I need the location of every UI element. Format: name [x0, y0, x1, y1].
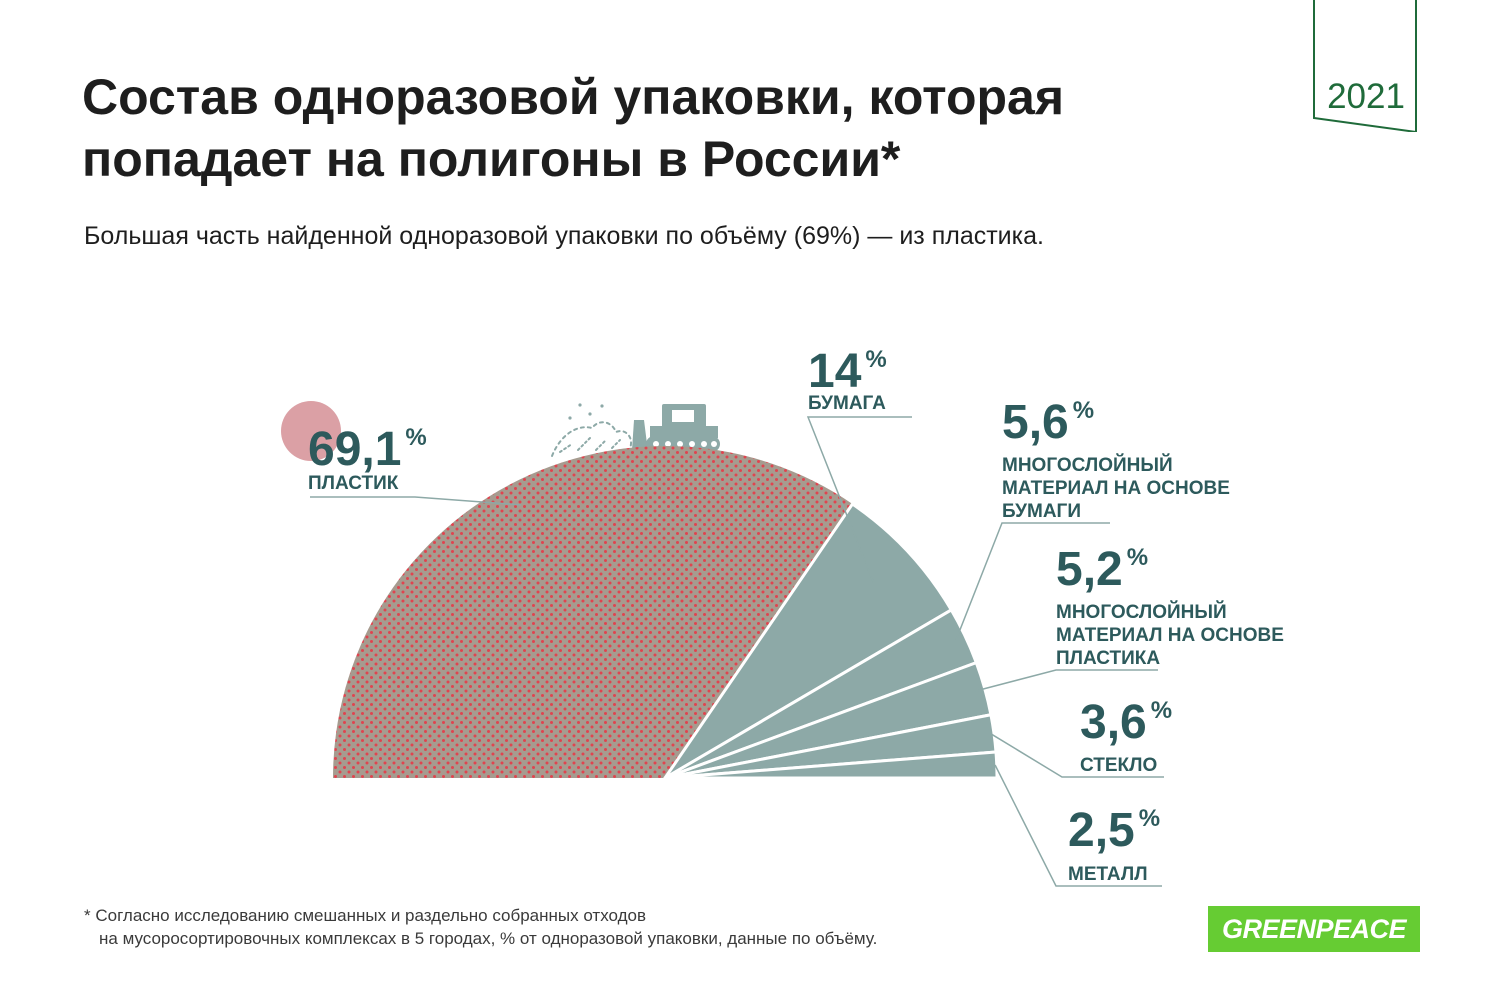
category-label-multi-paper: МАТЕРИАЛ НА ОСНОВЕ [1002, 478, 1230, 499]
leader-line-multi-plastic [974, 669, 1158, 692]
title-line-1: Состав одноразовой упаковки, которая [82, 69, 1065, 125]
value-label-glass: 3,6% [1080, 696, 1172, 749]
category-label-metal: МЕТАЛЛ [1068, 864, 1148, 885]
category-label-paper: БУМАГА [808, 393, 886, 414]
leader-line-metal [994, 764, 1162, 887]
value-label-paper: 14% [808, 345, 887, 398]
category-label-multi-plastic: МАТЕРИАЛ НА ОСНОВЕ [1056, 625, 1284, 646]
value-label-multi-paper: 5,6% [1002, 396, 1094, 449]
pie-slice-plastic [333, 446, 853, 778]
circle-marker-icon [281, 401, 341, 461]
greenpeace-logo [1208, 906, 1420, 952]
value-label-metal: 2,5% [1068, 804, 1160, 857]
subtitle: Большая часть найденной одноразовой упак… [84, 222, 1044, 250]
category-label-glass: СТЕКЛО [1080, 755, 1157, 776]
percent-sign-plastic: % [405, 424, 426, 451]
percent-sign-multi-plastic: % [1127, 544, 1148, 571]
greenpeace-logo-text: GREENPEACE [1221, 914, 1407, 944]
category-label-multi-paper: МНОГОСЛОЙНЫЙ [1002, 454, 1173, 476]
value-label-multi-plastic: 5,2% [1056, 543, 1148, 596]
category-label-multi-plastic: МНОГОСЛОЙНЫЙ [1056, 601, 1227, 623]
footnote: * Согласно исследованию смешанных и разд… [84, 904, 1144, 950]
pie-slice-paper [663, 502, 953, 780]
pie-slice-metal [663, 750, 999, 780]
percent-sign-glass: % [1151, 697, 1172, 724]
garbage-pile-icon [551, 403, 632, 457]
category-label-multi-plastic: ПЛАСТИКА [1056, 648, 1160, 669]
page-title: Состав одноразовой упаковки, которая поп… [82, 66, 1262, 190]
leader-line-paper [806, 416, 912, 584]
footnote-line-1: * Согласно исследованию смешанных и разд… [84, 906, 646, 925]
percent-sign-metal: % [1139, 805, 1160, 832]
footnote-line-2: на мусоросортировочных комплексах в 5 го… [99, 929, 878, 948]
category-label-multi-paper: БУМАГИ [1002, 501, 1081, 522]
percent-sign-paper: % [865, 346, 886, 373]
year-label: 2021 [1327, 77, 1405, 116]
leader-line-glass [990, 733, 1164, 778]
leader-line-plastic [310, 496, 522, 506]
year-badge [1313, 0, 1417, 132]
percent-sign-multi-paper: % [1073, 397, 1094, 424]
category-label-plastic: ПЛАСТИК [308, 473, 399, 494]
title-line-2: попадает на полигоны в России* [82, 131, 901, 187]
leader-line-multi-paper [955, 522, 1110, 641]
bulldozer-icon [632, 404, 720, 452]
value-label-plastic: 69,1% [308, 423, 427, 476]
